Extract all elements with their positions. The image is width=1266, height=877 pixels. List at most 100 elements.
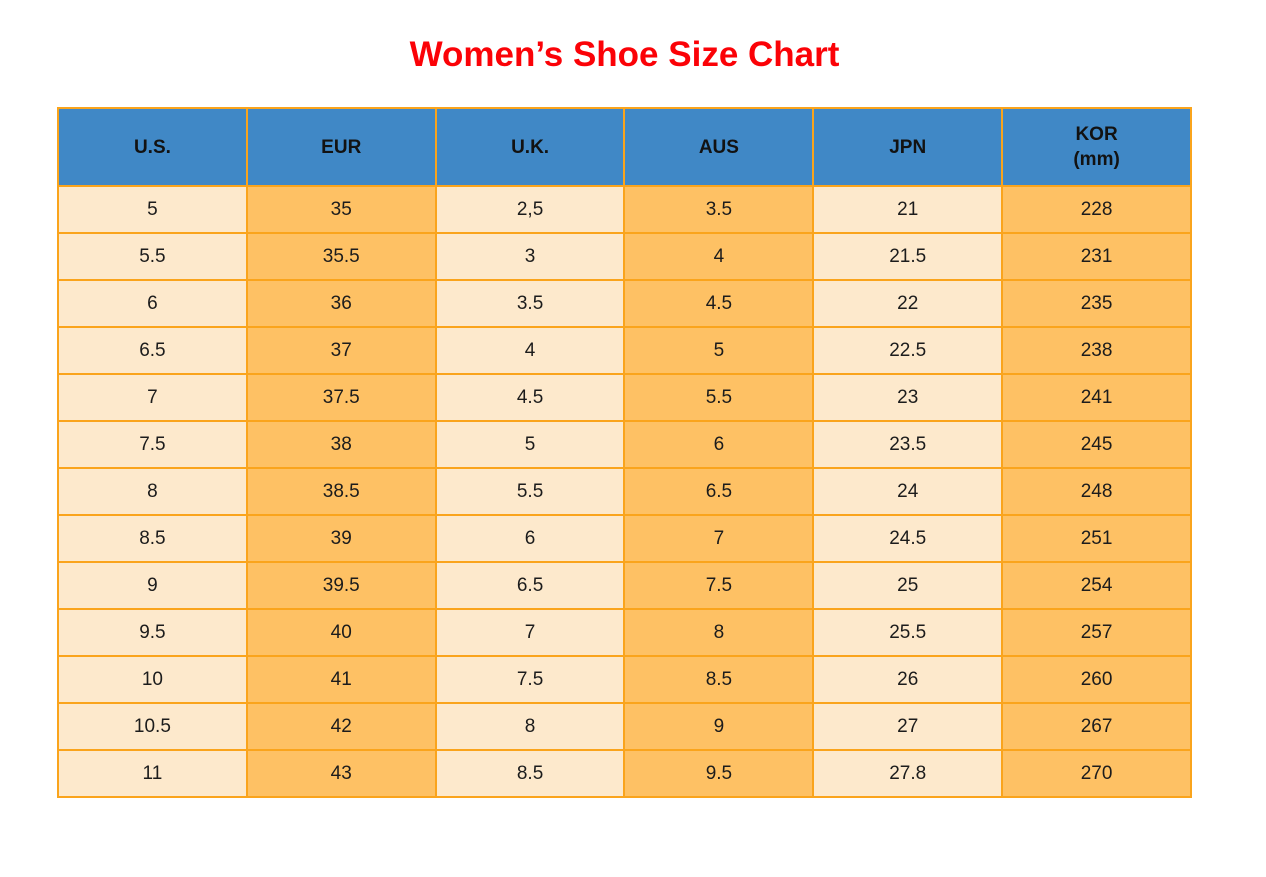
table-cell-eur: 42 — [245, 702, 437, 751]
table-row: 5 35 2,5 3.5 21 228 — [57, 185, 1192, 234]
table-row: 7.5 38 5 6 23.5 245 — [57, 420, 1192, 469]
table-cell-kor: 260 — [1001, 655, 1192, 704]
table-cell-kor: 267 — [1001, 702, 1192, 751]
table-cell-aus: 7 — [623, 514, 815, 563]
table-cell-jpn: 26 — [812, 655, 1004, 704]
table-cell-jpn: 22.5 — [812, 326, 1004, 375]
table-cell-eur: 41 — [245, 655, 437, 704]
table-row: 8 38.5 5.5 6.5 24 248 — [57, 467, 1192, 516]
column-header-label: AUS — [698, 136, 739, 158]
table-cell-kor: 241 — [1001, 373, 1192, 422]
table-row: 10 41 7.5 8.5 26 260 — [57, 655, 1192, 704]
column-header-label: EUR — [321, 136, 362, 158]
table-cell-eur: 43 — [245, 749, 437, 798]
column-header-label: U.S. — [133, 136, 171, 158]
table-cell-kor: 270 — [1001, 749, 1192, 798]
shoe-size-table-container: U.S. EUR U.K. AUS JPN KOR (mm) 5 35 2,5 3.5 21 228 5… — [57, 107, 1192, 798]
table-cell-aus: 9 — [623, 702, 815, 751]
table-cell-eur: 39.5 — [245, 561, 437, 610]
table-cell-jpn: 21 — [812, 185, 1004, 234]
table-cell-eur: 35.5 — [245, 232, 437, 281]
table-cell-jpn: 27 — [812, 702, 1004, 751]
table-cell-kor: 238 — [1001, 326, 1192, 375]
table-cell-us: 10.5 — [57, 702, 248, 751]
table-cell-uk: 3 — [434, 232, 626, 281]
table-cell-jpn: 23 — [812, 373, 1004, 422]
table-cell-jpn: 23.5 — [812, 420, 1004, 469]
table-cell-us: 9.5 — [57, 608, 248, 657]
table-cell-uk: 5.5 — [434, 467, 626, 516]
header-row: U.S. EUR U.K. AUS JPN KOR (mm) — [57, 107, 1192, 187]
column-header-label: JPN — [889, 136, 927, 158]
column-header-us: U.S. — [57, 107, 248, 187]
table-cell-kor: 248 — [1001, 467, 1192, 516]
table-cell-aus: 6 — [623, 420, 815, 469]
table-cell-us: 8 — [57, 467, 248, 516]
table-row: 6 36 3.5 4.5 22 235 — [57, 279, 1192, 328]
table-row: 11 43 8.5 9.5 27.8 270 — [57, 749, 1192, 798]
table-body: 5 35 2,5 3.5 21 228 5.5 35.5 3 4 21.5 231 6 36 3.5 4.5 2… — [57, 185, 1192, 798]
table-cell-aus: 4.5 — [623, 279, 815, 328]
table-cell-uk: 3.5 — [434, 279, 626, 328]
table-cell-eur: 35 — [245, 185, 437, 234]
column-header-kor: KOR (mm) — [1001, 107, 1192, 187]
table-cell-jpn: 21.5 — [812, 232, 1004, 281]
table-cell-aus: 5.5 — [623, 373, 815, 422]
column-header-label: KOR — [1075, 124, 1118, 145]
table-cell-aus: 7.5 — [623, 561, 815, 610]
table-cell-aus: 6.5 — [623, 467, 815, 516]
table-row: 5.5 35.5 3 4 21.5 231 — [57, 232, 1192, 281]
table-cell-jpn: 24 — [812, 467, 1004, 516]
table-cell-eur: 39 — [245, 514, 437, 563]
table-cell-uk: 8.5 — [434, 749, 626, 798]
table-cell-uk: 7 — [434, 608, 626, 657]
table-cell-kor: 235 — [1001, 279, 1192, 328]
column-header-subline: (mm) — [1073, 149, 1120, 170]
table-row: 10.5 42 8 9 27 267 — [57, 702, 1192, 751]
table-cell-us: 6.5 — [57, 326, 248, 375]
table-cell-eur: 36 — [245, 279, 437, 328]
table-cell-kor: 245 — [1001, 420, 1192, 469]
table-cell-us: 7.5 — [57, 420, 248, 469]
table-cell-uk: 7.5 — [434, 655, 626, 704]
table-row: 7 37.5 4.5 5.5 23 241 — [57, 373, 1192, 422]
table-cell-aus: 8 — [623, 608, 815, 657]
table-cell-jpn: 25.5 — [812, 608, 1004, 657]
table-cell-aus: 3.5 — [623, 185, 815, 234]
table-cell-kor: 231 — [1001, 232, 1192, 281]
table-cell-us: 10 — [57, 655, 248, 704]
table-cell-jpn: 24.5 — [812, 514, 1004, 563]
table-cell-eur: 38.5 — [245, 467, 437, 516]
table-cell-uk: 8 — [434, 702, 626, 751]
table-row: 9 39.5 6.5 7.5 25 254 — [57, 561, 1192, 610]
table-row: 6.5 37 4 5 22.5 238 — [57, 326, 1192, 375]
table-cell-us: 6 — [57, 279, 248, 328]
table-cell-eur: 37.5 — [245, 373, 437, 422]
table-cell-aus: 9.5 — [623, 749, 815, 798]
column-header-label: U.K. — [511, 136, 550, 158]
table-cell-eur: 40 — [245, 608, 437, 657]
column-header-jpn: JPN — [812, 107, 1004, 187]
table-cell-us: 5.5 — [57, 232, 248, 281]
table-cell-eur: 37 — [245, 326, 437, 375]
table-cell-uk: 4.5 — [434, 373, 626, 422]
table-cell-kor: 251 — [1001, 514, 1192, 563]
table-cell-kor: 254 — [1001, 561, 1192, 610]
table-cell-jpn: 25 — [812, 561, 1004, 610]
table-header: U.S. EUR U.K. AUS JPN KOR (mm) — [57, 107, 1192, 187]
table-cell-uk: 5 — [434, 420, 626, 469]
column-header-eur: EUR — [245, 107, 437, 187]
table-cell-us: 11 — [57, 749, 248, 798]
table-cell-uk: 2,5 — [434, 185, 626, 234]
table-cell-jpn: 22 — [812, 279, 1004, 328]
table-cell-kor: 228 — [1001, 185, 1192, 234]
table-cell-us: 5 — [57, 185, 248, 234]
page-title: Women’s Shoe Size Chart — [409, 35, 840, 74]
table-row: 9.5 40 7 8 25.5 257 — [57, 608, 1192, 657]
table-cell-us: 7 — [57, 373, 248, 422]
table-cell-uk: 4 — [434, 326, 626, 375]
table-cell-us: 9 — [57, 561, 248, 610]
shoe-size-table: U.S. EUR U.K. AUS JPN KOR (mm) 5 35 2,5 3.5 21 228 5… — [57, 107, 1192, 798]
column-header-aus: AUS — [623, 107, 815, 187]
table-cell-aus: 4 — [623, 232, 815, 281]
